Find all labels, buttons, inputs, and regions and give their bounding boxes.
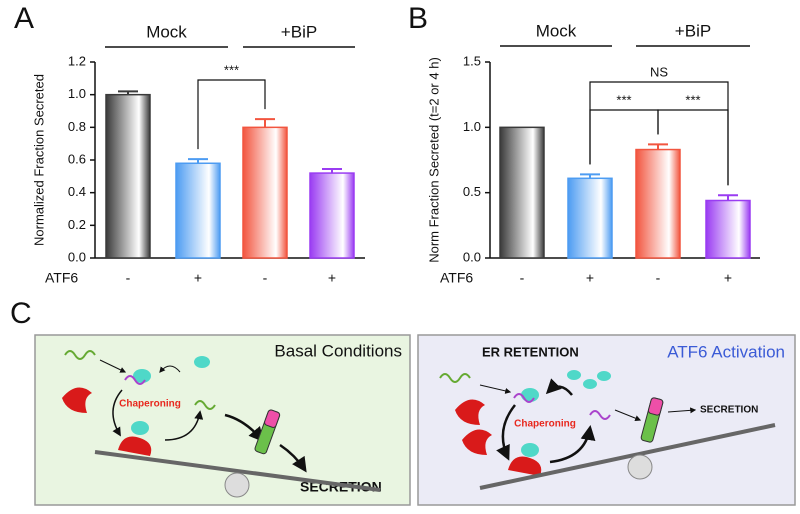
diagram-atf6: ER RETENTION ATF6 Activation Chaperoning…: [417, 334, 796, 506]
bar: [567, 177, 613, 259]
diagram-label: Chaperoning: [119, 399, 181, 410]
diagram-title: ATF6 Activation: [667, 342, 785, 361]
y-tick-label: 1.0: [463, 119, 481, 134]
significance-bracket: [657, 109, 729, 186]
category-axis-label: ATF6: [45, 270, 78, 286]
x-tick-label: -: [520, 270, 525, 286]
diagram-title: Basal Conditions: [274, 341, 402, 360]
bar: [705, 199, 751, 259]
bar: [499, 126, 545, 259]
y-tick-label: 0.8: [68, 119, 86, 134]
y-tick-label: 1.0: [68, 86, 86, 101]
group-label: +BiP: [675, 21, 711, 40]
y-tick-label: 1.5: [463, 53, 481, 68]
panel-label: A: [14, 2, 34, 35]
x-tick-label: +: [724, 270, 732, 286]
y-axis-label: Norm Fraction Secreted (t=2 or 4 h): [426, 57, 441, 263]
y-tick-label: 1.2: [68, 53, 86, 68]
significance-label: NS: [650, 64, 668, 79]
diagram-header: ER RETENTION: [482, 344, 579, 359]
significance-label: ***: [224, 62, 239, 77]
y-tick-label: 0.6: [68, 151, 86, 166]
x-tick-label: -: [263, 270, 268, 286]
panel-label: C: [10, 297, 32, 330]
bar: [242, 126, 288, 259]
y-tick-label: 0.4: [68, 184, 86, 199]
diagram-label: Chaperoning: [514, 419, 576, 430]
bar: [309, 172, 355, 259]
significance-label: ***: [685, 92, 700, 107]
x-tick-label: +: [194, 270, 202, 286]
x-tick-label: -: [126, 270, 131, 286]
category-axis-label: ATF6: [440, 270, 473, 286]
bar: [635, 148, 681, 259]
x-tick-label: +: [328, 270, 336, 286]
bar: [105, 93, 151, 259]
panel-label: B: [408, 2, 428, 35]
group-label: Mock: [146, 22, 187, 41]
bar: [175, 162, 221, 259]
y-tick-label: 0.0: [68, 249, 86, 264]
group-label: +BiP: [281, 22, 317, 41]
y-tick-label: 0.2: [68, 217, 86, 232]
x-tick-label: -: [656, 270, 661, 286]
group-label: Mock: [536, 21, 577, 40]
significance-label: ***: [616, 92, 631, 107]
diagram-basal: Basal Conditions Chaperoning SECRETION: [34, 334, 411, 506]
y-axis-label: Normalized Fraction Secreted: [31, 74, 46, 246]
x-tick-label: +: [586, 270, 594, 286]
diagram-label: SECRETION: [700, 405, 758, 416]
y-tick-label: 0.5: [463, 184, 481, 199]
y-tick-label: 0.0: [463, 249, 481, 264]
significance-bracket: [197, 79, 266, 150]
